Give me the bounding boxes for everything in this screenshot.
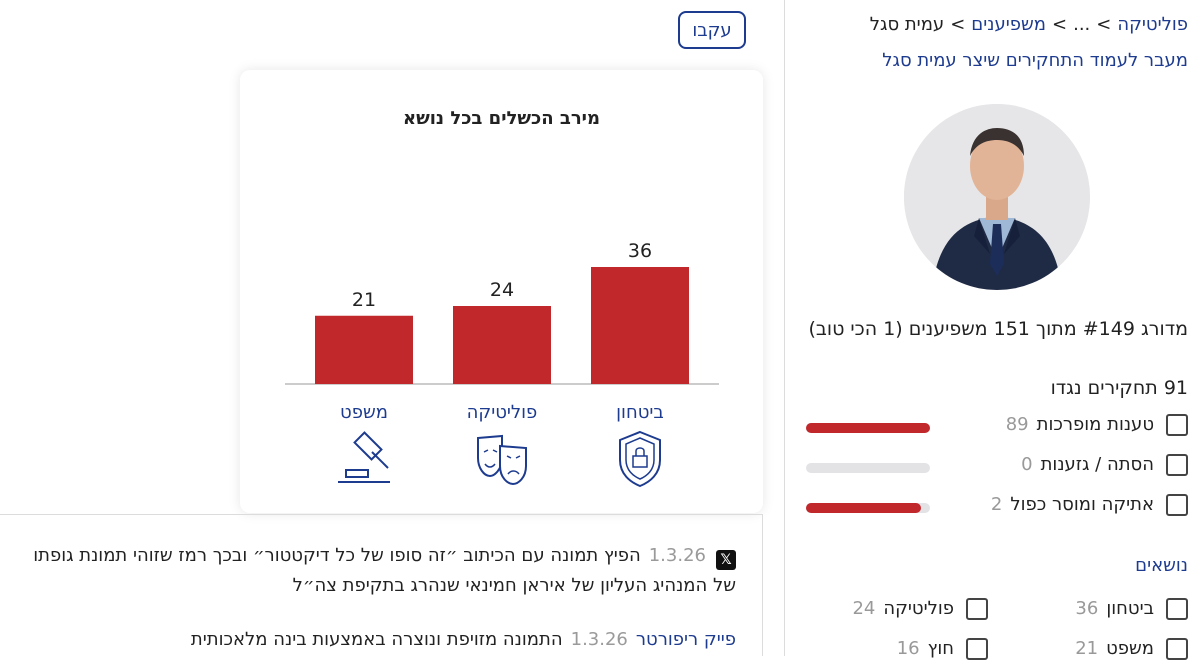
theater-masks-icon — [477, 434, 527, 486]
category-checkbox[interactable] — [1166, 454, 1188, 476]
investigations-number: 91 — [1163, 377, 1188, 399]
category-checkbox[interactable] — [1166, 494, 1188, 516]
avatar — [904, 104, 1090, 290]
chart-value-label: 36 — [628, 240, 652, 262]
activity-feed: 𝕏 1.3.26 הפיץ תמונה עם הכיתוב ״זה סופו של … — [0, 514, 763, 656]
topic-label: פוליטיקה24 — [852, 598, 954, 619]
category-label: הסתה / גזענות0 — [1021, 454, 1154, 475]
sidebar: פוליטיקה>...>משפיענים>עמית סגל מעבר לעמו… — [784, 0, 1200, 660]
topic-checkbox[interactable] — [1166, 638, 1188, 660]
topic-filter[interactable]: חוץ16 — [798, 638, 988, 664]
feed-text: הפיץ תמונה עם הכיתוב ״זה סופו של כל דיקט… — [33, 545, 641, 566]
topic-filter[interactable]: ביטחון36 — [998, 598, 1188, 624]
topic-checkbox[interactable] — [1166, 598, 1188, 620]
category-progress-bar — [806, 463, 930, 473]
feed-text-line2: של המנהיג העליון של איראן חמינאי שנהרג ב… — [292, 575, 736, 596]
chart-bar[interactable] — [315, 315, 413, 384]
topic-filter[interactable]: פוליטיקה24 — [798, 598, 988, 624]
investigations-count: 91תחקירים נגדו — [1051, 377, 1188, 399]
feed-item[interactable]: פייק ריפורטר 1.3.26 התמונה מזויפת ונוצרה ב… — [191, 629, 736, 650]
failures-bar-chart: 36 ביטחון 24 פוליטיקה 21 משפט — [285, 240, 719, 488]
feed-source-link[interactable]: פייק ריפורטר — [635, 629, 736, 650]
breadcrumb-separator: > — [1052, 14, 1068, 35]
chart-category-label[interactable]: פוליטיקה — [467, 402, 538, 423]
category-progress-bar — [806, 423, 930, 433]
category-checkbox[interactable] — [1166, 414, 1188, 436]
chart-value-label: 24 — [490, 279, 514, 301]
chart-bar[interactable] — [453, 306, 551, 384]
feed-item[interactable]: 𝕏 1.3.26 הפיץ תמונה עם הכיתוב ״זה סופו של … — [33, 545, 736, 570]
feed-date: 1.3.26 — [570, 629, 628, 650]
chart-bar[interactable] — [591, 267, 689, 384]
chart-value-label: 21 — [352, 289, 376, 311]
feed-item-continued: של המנהיג העליון של איראן חמינאי שנהרג ב… — [293, 575, 736, 596]
topic-label: משפט21 — [1075, 638, 1154, 659]
category-progress-bar — [806, 503, 930, 513]
chart-title: מירב הכשלים בכל נושא — [402, 108, 601, 129]
claim-category-row[interactable]: טענות מופרכות89 — [798, 414, 1188, 440]
gavel-icon — [338, 431, 390, 483]
category-label: אתיקה ומוסר כפול2 — [990, 494, 1154, 515]
investigations-label: תחקירים נגדו — [1050, 377, 1158, 399]
category-label: טענות מופרכות89 — [1005, 414, 1154, 435]
investigations-page-link[interactable]: מעבר לעמוד התחקירים שיצר עמית סגל — [882, 50, 1188, 71]
rank-text: מדורג #149 מתוך 151 משפיענים (1 הכי טוב) — [808, 318, 1189, 340]
topic-label: ביטחון36 — [1075, 598, 1154, 619]
breadcrumb-item-influencers[interactable]: משפיענים — [971, 14, 1046, 35]
breadcrumb: פוליטיקה>...>משפיענים>עמית סגל — [870, 14, 1188, 35]
x-logo-icon: 𝕏 — [716, 550, 736, 570]
breadcrumb-separator: > — [1096, 14, 1112, 35]
follow-button[interactable]: עקבו — [678, 11, 746, 49]
failures-chart-card: מירב הכשלים בכל נושא 36 ביטחון 24 פוליטיקה 2… — [240, 70, 763, 513]
breadcrumb-separator: > — [950, 14, 966, 35]
topic-filter[interactable]: משפט21 — [998, 638, 1188, 664]
breadcrumb-item-current: עמית סגל — [869, 14, 945, 35]
feed-text: התמונה מזויפת ונוצרה באמצעות בינה מלאכות… — [190, 629, 563, 650]
shield-lock-icon — [619, 430, 661, 488]
claim-category-row[interactable]: אתיקה ומוסר כפול2 — [798, 494, 1188, 520]
chart-category-label[interactable]: משפט — [340, 402, 388, 423]
feed-date: 1.3.26 — [648, 545, 706, 566]
person-photo-icon — [904, 104, 1090, 290]
topics-heading[interactable]: נושאים — [1135, 555, 1188, 576]
topic-checkbox[interactable] — [966, 638, 988, 660]
breadcrumb-item-politics[interactable]: פוליטיקה — [1117, 14, 1188, 35]
topic-label: חוץ16 — [896, 638, 954, 659]
chart-category-label[interactable]: ביטחון — [616, 402, 664, 423]
claim-category-row[interactable]: הסתה / גזענות0 — [798, 454, 1188, 480]
topic-checkbox[interactable] — [966, 598, 988, 620]
breadcrumb-item-ellipsis[interactable]: ... — [1073, 14, 1091, 35]
